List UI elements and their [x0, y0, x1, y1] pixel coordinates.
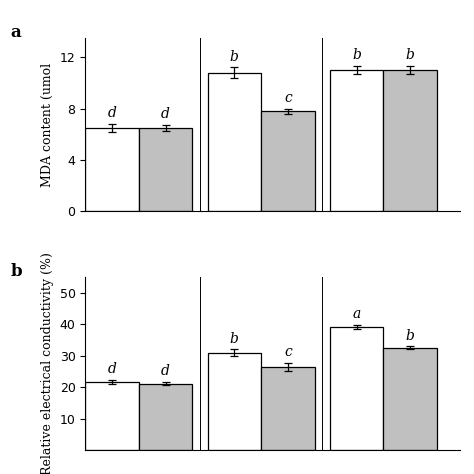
Text: c: c: [284, 91, 292, 105]
Text: d: d: [161, 107, 170, 121]
Text: b: b: [406, 48, 415, 63]
Text: b: b: [230, 50, 239, 64]
Text: b: b: [230, 332, 239, 346]
Text: a: a: [10, 24, 21, 41]
Y-axis label: MDA content (umol: MDA content (umol: [41, 63, 55, 187]
Text: d: d: [108, 106, 117, 120]
Text: a: a: [353, 307, 361, 321]
Bar: [139, 128, 192, 211]
Text: d: d: [161, 364, 170, 378]
Bar: [139, 383, 192, 450]
Bar: [208, 353, 261, 450]
Text: d: d: [108, 362, 117, 376]
Bar: [330, 327, 383, 450]
Bar: [208, 73, 261, 211]
Text: b: b: [406, 328, 415, 343]
Bar: [383, 70, 437, 211]
Text: b: b: [352, 48, 361, 62]
Bar: [261, 111, 315, 211]
Bar: [383, 348, 437, 450]
Bar: [330, 70, 383, 211]
Bar: [85, 128, 139, 211]
Bar: [85, 382, 139, 450]
Text: b: b: [10, 263, 22, 280]
Y-axis label: Relative electrical conductivity (%): Relative electrical conductivity (%): [41, 252, 54, 474]
Bar: [261, 367, 315, 450]
Text: c: c: [284, 345, 292, 359]
